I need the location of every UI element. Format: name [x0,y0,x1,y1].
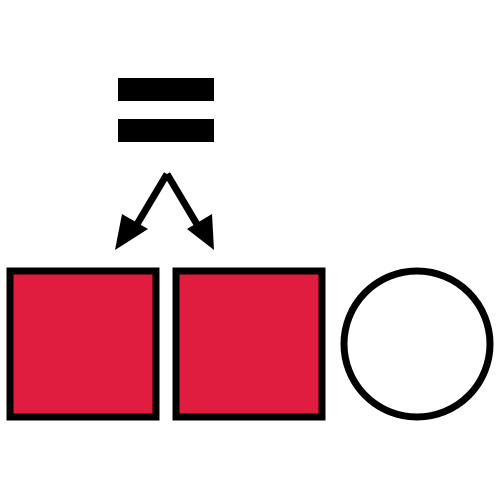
empty-circle-icon [340,267,494,421]
arrow-branch-right [163,172,202,228]
arrowhead-left [115,214,148,250]
split-arrow-icon [115,172,214,250]
equals-bar-top [118,78,214,101]
filled-square-icon [6,267,160,421]
shapes-row [6,267,494,421]
arrowhead-right [187,214,214,250]
equals-icon [118,78,214,142]
arrow-branch-left [132,172,171,228]
equals-bar-bottom [118,119,214,142]
filled-square-icon [172,267,326,421]
